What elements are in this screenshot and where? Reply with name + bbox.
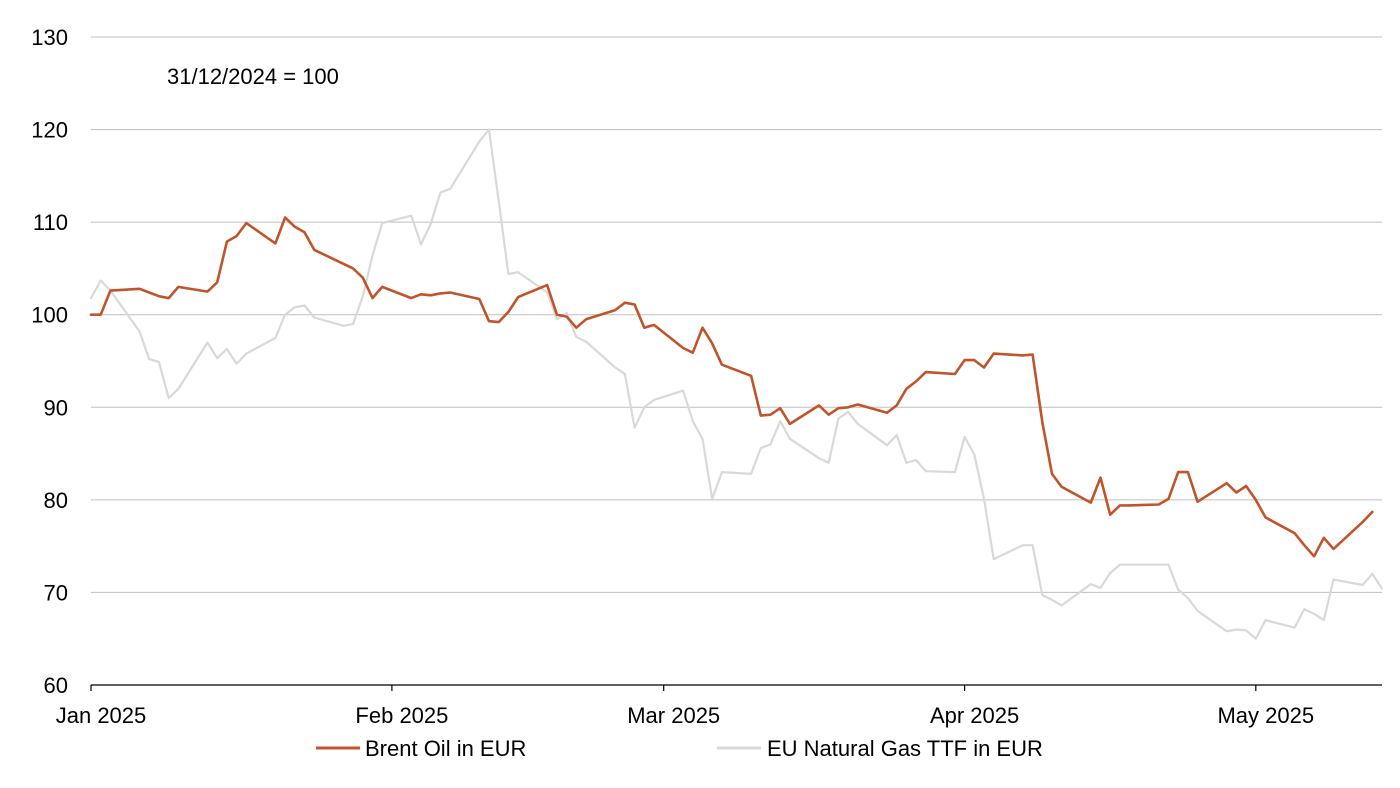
y-tick-label: 60 [44, 673, 68, 698]
y-axis-tick-labels: 60 70 80 90 100 110 120 130 [31, 25, 68, 698]
series-lines [89, 128, 1384, 640]
y-tick-label: 100 [31, 303, 68, 328]
x-tick-label: May 2025 [1217, 703, 1314, 728]
x-tick-label: Apr 2025 [930, 703, 1019, 728]
y-tick-label: 80 [44, 488, 68, 513]
gridlines [91, 36, 1382, 593]
x-tick-label: Mar 2025 [627, 703, 720, 728]
x-tick-label: Jan 2025 [56, 703, 147, 728]
y-tick-label: 110 [33, 210, 68, 235]
x-tick-label: Feb 2025 [355, 703, 448, 728]
series-line-brent-oil [89, 216, 1374, 558]
y-tick-label: 70 [44, 580, 68, 605]
legend-label: Brent Oil in EUR [365, 736, 526, 761]
y-tick-label: 130 [31, 25, 68, 50]
y-tick-label: 90 [44, 395, 68, 420]
legend-label: EU Natural Gas TTF in EUR [767, 736, 1043, 761]
y-tick-label: 120 [31, 118, 68, 143]
legend: Brent Oil in EUR EU Natural Gas TTF in EU… [316, 736, 1043, 761]
base-annotation: 31/12/2024 = 100 [167, 64, 339, 89]
x-axis: Jan 2025 Feb 2025 Mar 2025 Apr 2025 May 2025 [56, 684, 1382, 728]
series-line-eu-natural-gas-ttf [89, 128, 1384, 640]
